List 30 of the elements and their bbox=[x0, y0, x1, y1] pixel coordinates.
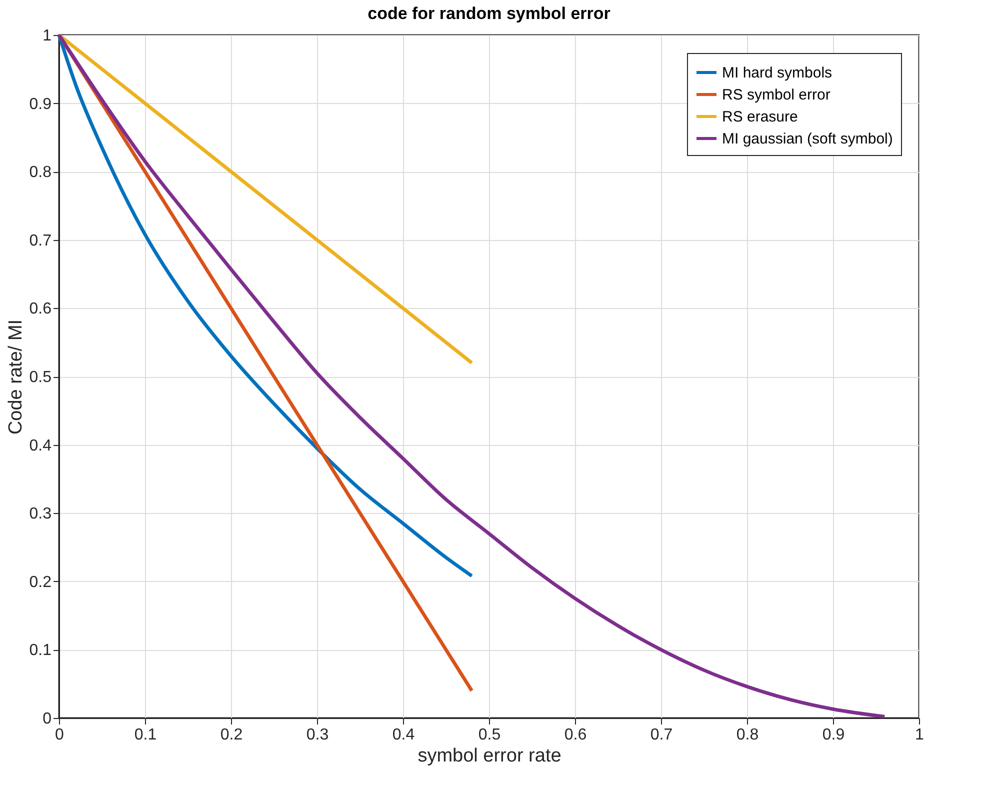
y-tick-label: 0 bbox=[42, 710, 52, 728]
x-tick-label: 0.9 bbox=[822, 726, 845, 744]
line-series bbox=[57, 33, 474, 578]
x-tick-label: 0.2 bbox=[220, 726, 243, 744]
y-tick-label: 0.3 bbox=[29, 506, 52, 523]
y-tick-label: 0.7 bbox=[29, 232, 52, 250]
legend-label: MI hard symbols bbox=[722, 64, 832, 82]
y-tick-label: 0.5 bbox=[29, 369, 52, 386]
x-tick-label: 0.7 bbox=[650, 726, 673, 744]
y-tick-label: 0.2 bbox=[29, 574, 52, 591]
x-tick-label: 0 bbox=[55, 726, 64, 744]
y-tick-label: 0.8 bbox=[29, 164, 52, 182]
legend-label: MI gaussian (soft symbol) bbox=[722, 130, 893, 148]
x-tick-label: 0.3 bbox=[306, 726, 329, 744]
x-tick-label: 0.1 bbox=[134, 726, 157, 744]
x-tick-label: 0.5 bbox=[478, 726, 501, 744]
legend-label: RS erasure bbox=[722, 108, 798, 126]
y-tick-label: 0.6 bbox=[29, 300, 52, 318]
x-tick-label: 0.8 bbox=[736, 726, 759, 744]
y-axis-title: Code rate/ MI bbox=[5, 319, 26, 435]
y-tick-label: 0.1 bbox=[29, 642, 52, 660]
y-tick-label: 0.4 bbox=[29, 437, 52, 454]
x-axis-title: symbol error rate bbox=[418, 746, 562, 766]
chart-title: code for random symbol error bbox=[368, 4, 611, 23]
y-tick-label: 1 bbox=[42, 28, 52, 44]
legend-label: RS symbol error bbox=[722, 86, 830, 104]
x-tick-label: 0.4 bbox=[392, 726, 415, 744]
y-tick-label: 0.9 bbox=[29, 96, 52, 113]
x-tick-label: 1 bbox=[915, 726, 924, 744]
x-tick-label: 0.6 bbox=[564, 726, 587, 744]
